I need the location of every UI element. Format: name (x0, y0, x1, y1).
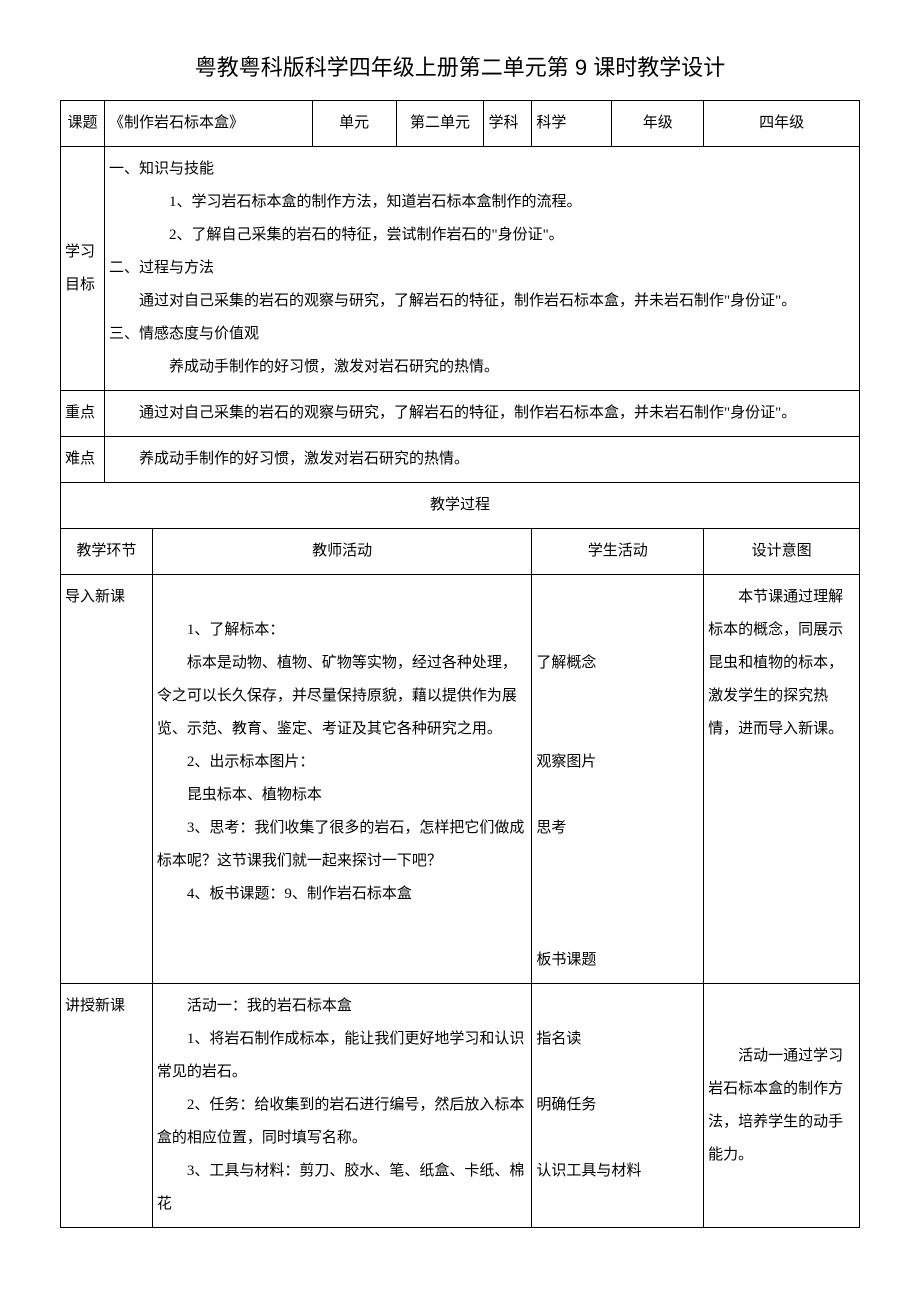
difficulty-label: 难点 (61, 437, 105, 483)
intro-teacher: 1、了解标本： 标本是动物、植物、矿物等实物，经过各种处理，令之可以长久保存，并… (152, 575, 532, 984)
process-columns-row: 教学环节 教师活动 学生活动 设计意图 (61, 529, 860, 575)
teach-teacher: 活动一：我的岩石标本盒 1、将岩石制作成标本，能让我们更好地学习和认识常见的岩石… (152, 984, 532, 1228)
grade-value: 四年级 (704, 101, 860, 147)
objectives-row: 学习目标 一、知识与技能 1、学习岩石标本盒的制作方法，知道岩石标本盒制作的流程… (61, 147, 860, 391)
keypoint-row: 重点 通过对自己采集的岩石的观察与研究，了解岩石的特征，制作岩石标本盒，并未岩石… (61, 391, 860, 437)
topic-label: 课题 (61, 101, 105, 147)
unit-value: 第二单元 (396, 101, 484, 147)
intro-intent: 本节课通过理解标本的概念，同展示昆虫和植物的标本，激发学生的探究热情，进而导入新… (704, 575, 860, 984)
teach-student: 指名读 明确任务 认识工具与材料 (532, 984, 704, 1228)
intro-phase: 导入新课 (61, 575, 153, 984)
unit-label: 单元 (312, 101, 396, 147)
grade-label: 年级 (612, 101, 704, 147)
objectives-body: 一、知识与技能 1、学习岩石标本盒的制作方法，知道岩石标本盒制作的流程。 2、了… (104, 147, 859, 391)
lesson-plan-table: 课题 《制作岩石标本盒》 单元 第二单元 学科 科学 年级 四年级 学习目标 一… (60, 100, 860, 1228)
process-header: 教学过程 (61, 483, 860, 529)
difficulty-row: 难点 养成动手制作的好习惯，激发对岩石研究的热情。 (61, 437, 860, 483)
keypoint-body: 通过对自己采集的岩石的观察与研究，了解岩石的特征，制作岩石标本盒，并未岩石制作"… (104, 391, 859, 437)
col-intent: 设计意图 (704, 529, 860, 575)
subject-value: 科学 (532, 101, 612, 147)
teach-phase: 讲授新课 (61, 984, 153, 1228)
col-student: 学生活动 (532, 529, 704, 575)
intro-row: 导入新课 1、了解标本： 标本是动物、植物、矿物等实物，经过各种处理，令之可以长… (61, 575, 860, 984)
page-title: 粤教粤科版科学四年级上册第二单元第 9 课时教学设计 (60, 50, 860, 82)
teach-intent: 活动一通过学习岩石标本盒的制作方法，培养学生的动手能力。 (704, 984, 860, 1228)
teach-row: 讲授新课 活动一：我的岩石标本盒 1、将岩石制作成标本，能让我们更好地学习和认识… (61, 984, 860, 1228)
process-header-row: 教学过程 (61, 483, 860, 529)
intro-student: 了解概念 观察图片 思考 板书课题 (532, 575, 704, 984)
difficulty-body: 养成动手制作的好习惯，激发对岩石研究的热情。 (104, 437, 859, 483)
subject-label: 学科 (484, 101, 532, 147)
col-phase: 教学环节 (61, 529, 153, 575)
col-teacher: 教师活动 (152, 529, 532, 575)
topic-value: 《制作岩石标本盒》 (104, 101, 312, 147)
header-row: 课题 《制作岩石标本盒》 单元 第二单元 学科 科学 年级 四年级 (61, 101, 860, 147)
objectives-label: 学习目标 (61, 147, 105, 391)
keypoint-label: 重点 (61, 391, 105, 437)
